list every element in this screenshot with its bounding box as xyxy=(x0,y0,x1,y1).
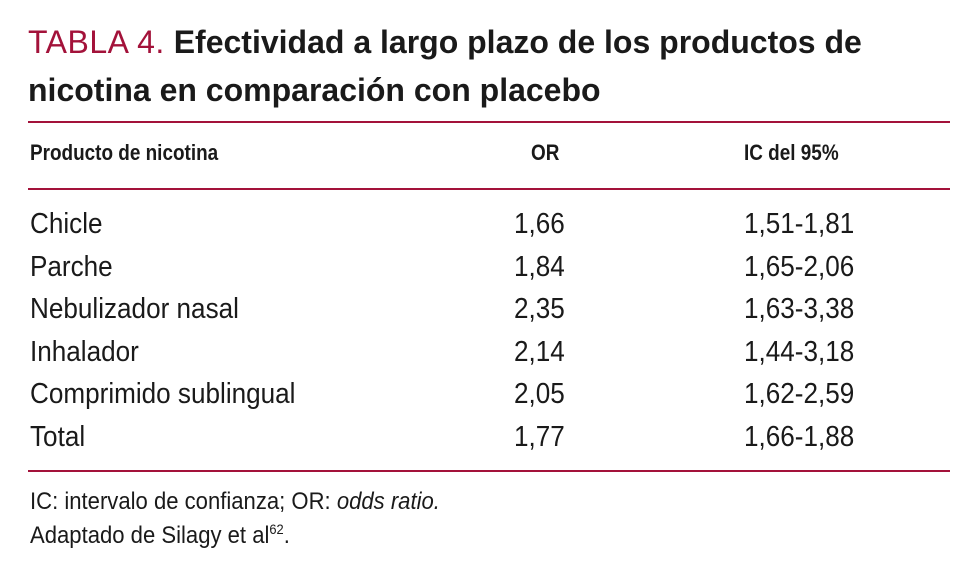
footnote-abbreviations: IC: intervalo de confianza; OR: odds rat… xyxy=(30,486,440,518)
cell-ic: 1,66-1,88 xyxy=(744,420,855,453)
table-row: Comprimido sublingual 2,05 1,62-2,59 xyxy=(0,373,966,416)
header-rule xyxy=(28,188,950,190)
table-title: TABLA 4. Efectividad a largo plazo de lo… xyxy=(28,18,948,114)
cell-ic: 1,51-1,81 xyxy=(744,208,855,240)
column-header-producto: Producto de nicotina xyxy=(30,140,219,165)
cell-or: 2,14 xyxy=(514,335,565,368)
table-row: Nebulizador nasal 2,35 1,63-3,38 xyxy=(0,288,966,331)
table-row: Inhalador 2,14 1,44-3,18 xyxy=(0,331,966,374)
column-header-or: OR xyxy=(531,140,560,165)
bottom-rule xyxy=(28,470,950,472)
cell-or: 2,35 xyxy=(514,293,565,326)
cell-producto: Parche xyxy=(30,250,113,283)
footnote-source-suffix: . xyxy=(283,522,290,549)
footnote-reference: 62 xyxy=(269,521,284,537)
cell-or: 1,66 xyxy=(514,208,565,240)
table-row: Chicle 1,66 1,51-1,81 xyxy=(0,203,966,246)
cell-producto: Total xyxy=(30,420,86,453)
footnote-odds-ratio: odds ratio. xyxy=(336,488,440,515)
table-number: TABLA 4. xyxy=(28,24,165,60)
cell-producto: Chicle xyxy=(30,208,103,240)
cell-ic: 1,62-2,59 xyxy=(744,378,855,411)
column-header-ic: IC del 95% xyxy=(744,140,839,165)
footnote-abbreviations-text: IC: intervalo de confianza; OR: xyxy=(30,488,337,515)
cell-producto: Comprimido sublingual xyxy=(30,378,296,411)
table-caption: Efectividad a largo plazo de los product… xyxy=(28,24,862,108)
cell-producto: Nebulizador nasal xyxy=(30,293,239,326)
footnote-source: Adaptado de Silagy et al62. xyxy=(30,520,290,552)
cell-or: 1,77 xyxy=(514,420,565,453)
cell-ic: 1,44-3,18 xyxy=(744,335,855,368)
cell-ic: 1,65-2,06 xyxy=(744,250,855,283)
footnote-source-text: Adaptado de Silagy et al xyxy=(30,522,270,549)
cell-ic: 1,63-3,38 xyxy=(744,293,855,326)
top-rule xyxy=(28,121,950,123)
cell-or: 2,05 xyxy=(514,378,565,411)
cell-or: 1,84 xyxy=(514,250,565,283)
table-body: Chicle 1,66 1,51-1,81 Parche 1,84 1,65-2… xyxy=(0,203,966,459)
cell-producto: Inhalador xyxy=(30,335,139,368)
table-row: Total 1,77 1,66-1,88 xyxy=(0,416,966,459)
table-row: Parche 1,84 1,65-2,06 xyxy=(0,246,966,289)
